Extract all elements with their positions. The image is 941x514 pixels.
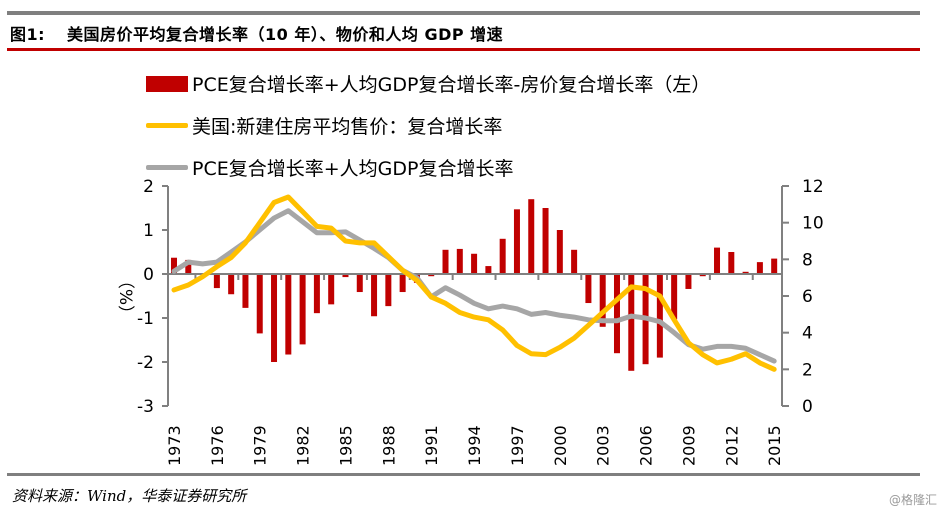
legend-item-bar: PCE复合增长率+人均GDP复合增长率-房价复合增长率（左）: [146, 70, 710, 97]
axes: [162, 185, 789, 407]
bar-1979: [256, 274, 263, 334]
bar-2000: [556, 230, 563, 274]
bar-2003: [599, 274, 606, 327]
left-tick-label: -3: [137, 397, 154, 417]
bar-series: [171, 199, 778, 371]
bar-1999: [542, 208, 549, 274]
legend-label-gray-line: PCE复合增长率+人均GDP复合增长率: [192, 158, 514, 180]
bar-2015: [771, 258, 778, 274]
bar-1992: [442, 249, 449, 274]
x-tick-label: 1994: [465, 425, 484, 466]
watermark: @格隆汇: [888, 493, 937, 507]
x-tick-label: 2009: [679, 425, 698, 466]
legend-item-gray-line: PCE复合增长率+人均GDP复合增长率: [146, 154, 513, 181]
x-tick-label: 1973: [165, 425, 184, 466]
bar-2004: [613, 274, 620, 354]
bar-1980: [271, 274, 278, 362]
bar-1981: [285, 274, 292, 355]
bar-1973: [171, 257, 177, 274]
left-tick-label: 1: [143, 221, 154, 241]
right-tick-label: 12: [802, 177, 824, 197]
legend-item-yellow-line: 美国:新建住房平均售价：复合增长率: [146, 112, 502, 139]
top-rule: [7, 11, 920, 15]
legend-swatch-bar: [146, 75, 188, 92]
bar-2010: [699, 274, 706, 277]
left-axis-title: （%）: [115, 272, 135, 322]
bar-1986: [356, 274, 363, 293]
x-tick-label: 1985: [336, 425, 355, 466]
bar-2001: [571, 249, 578, 274]
bar-1978: [242, 274, 249, 308]
x-tick-label: 2012: [722, 425, 741, 466]
bar-1996: [499, 238, 506, 274]
right-tick-label: 0: [802, 397, 813, 417]
bar-1983: [313, 274, 320, 314]
bar-1994: [471, 253, 478, 274]
title-underline: [7, 48, 920, 51]
left-tick-label: -2: [137, 353, 154, 373]
source-note: 资料来源：Wind，华泰证券研究所: [12, 487, 247, 505]
x-tick-label: 2000: [551, 425, 570, 466]
legend-swatch-yellow-line: [146, 123, 188, 128]
left-tick-label: -1: [137, 309, 154, 329]
bar-2009: [685, 274, 692, 289]
bar-1982: [299, 274, 306, 345]
bar-1991: [428, 274, 435, 277]
bar-2005: [628, 274, 635, 371]
legend-swatch-gray-line: [146, 165, 188, 170]
legend-label-yellow-line: 美国:新建住房平均售价：复合增长率: [192, 116, 503, 138]
figure-title-text: 美国房价平均复合增长率（10 年）、物价和人均 GDP 增速: [67, 25, 504, 44]
bar-1989: [399, 274, 406, 293]
bar-1987: [371, 274, 378, 317]
right-tick-label: 10: [802, 214, 824, 234]
bar-1976: [213, 274, 220, 289]
right-tick-label: 2: [802, 360, 813, 380]
right-tick-label: 6: [802, 287, 813, 307]
x-tick-label: 1979: [251, 425, 270, 466]
x-tick-label: 1997: [508, 425, 527, 466]
bar-2012: [728, 252, 735, 274]
bar-2013: [742, 271, 749, 274]
bar-2008: [671, 274, 678, 320]
gray-line-series: [171, 208, 777, 364]
x-tick-label: 2006: [637, 425, 656, 466]
bar-1974: [185, 259, 192, 274]
right-tick-label: 4: [802, 324, 813, 344]
bar-2014: [756, 262, 763, 274]
bar-1997: [513, 209, 520, 274]
yellow-line-series: [171, 194, 777, 372]
x-tick-label: 1988: [379, 425, 398, 466]
figure-title: 图1: 美国房价平均复合增长率（10 年）、物价和人均 GDP 增速: [10, 21, 503, 45]
x-tick-label: 1982: [294, 425, 313, 466]
footer-rule: [7, 473, 920, 476]
bar-2011: [714, 247, 721, 274]
x-tick-label: 1976: [208, 425, 227, 466]
bar-1998: [528, 199, 535, 274]
left-tick-label: 2: [143, 177, 154, 197]
bar-1993: [456, 248, 463, 274]
x-tick-label: 2015: [765, 425, 784, 466]
line-series: [171, 194, 777, 372]
bar-1988: [385, 274, 392, 307]
bar-1984: [328, 274, 335, 305]
bar-2002: [585, 274, 592, 304]
bar-1995: [485, 266, 492, 274]
left-tick-label: 0: [143, 265, 154, 285]
figure-label: 图1:: [10, 25, 46, 44]
x-tick-label: 2003: [594, 425, 613, 466]
bar-1977: [228, 274, 235, 295]
bar-1985: [342, 274, 349, 278]
x-tick-label: 1991: [422, 425, 441, 466]
right-tick-label: 8: [802, 250, 813, 270]
legend-label-bar: PCE复合增长率+人均GDP复合增长率-房价复合增长率（左）: [192, 74, 711, 96]
bar-2007: [656, 274, 663, 358]
